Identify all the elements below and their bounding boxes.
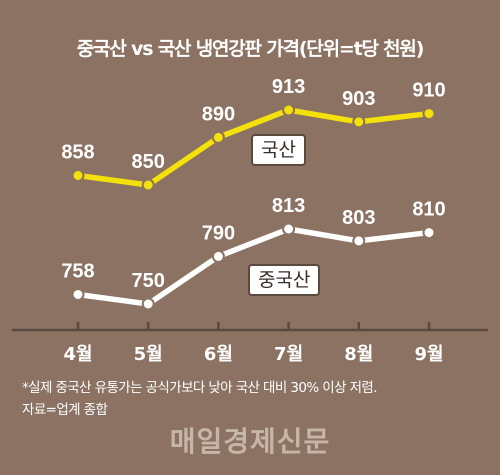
data-label: 790 <box>202 222 235 244</box>
data-point <box>71 168 85 182</box>
x-tick-label: 5월 <box>134 344 163 365</box>
footnote: *실제 중국산 유통가는 공식가보다 낮아 국산 대비 30% 이상 저렴. <box>22 380 378 396</box>
source-note: 자료=업계 종합 <box>22 402 108 418</box>
x-tick-label: 4월 <box>63 344 92 365</box>
data-point <box>282 103 296 117</box>
data-point <box>422 107 436 121</box>
data-label: 850 <box>132 151 165 173</box>
data-label: 803 <box>342 207 375 229</box>
data-point <box>422 226 436 240</box>
x-tick-label: 6월 <box>204 344 233 365</box>
data-point <box>352 234 366 248</box>
publisher-credit: 매일경제신문 <box>169 425 331 458</box>
data-point <box>211 130 225 144</box>
x-tick-label: 7월 <box>274 344 303 365</box>
series-line-0 <box>77 107 430 188</box>
series-layer: 858 850 890 913 903 910 758 750 790 813 803 810 <box>61 76 446 311</box>
x-tick-label: 9월 <box>414 344 443 365</box>
series-label-chinese: 중국산 <box>248 264 321 296</box>
data-label: 810 <box>412 199 445 221</box>
data-point <box>282 222 296 236</box>
series-label-domestic: 국산 <box>251 134 306 166</box>
data-point <box>211 249 225 263</box>
data-label: 910 <box>412 80 445 102</box>
data-point <box>141 297 155 311</box>
x-axis-ticks: 4월 5월 6월 7월 8월 9월 <box>63 322 444 365</box>
data-label: 913 <box>272 76 305 98</box>
data-label: 890 <box>202 103 235 125</box>
data-label: 750 <box>132 270 165 292</box>
data-label: 758 <box>61 260 94 282</box>
data-label: 903 <box>342 88 375 110</box>
x-tick-label: 8월 <box>344 344 373 365</box>
data-point <box>352 115 366 129</box>
data-label: 858 <box>61 141 94 163</box>
data-label: 813 <box>272 195 305 217</box>
data-point <box>141 178 155 192</box>
series-line-1 <box>77 226 430 307</box>
chart-title: 중국산 vs 국산 냉연강판 가격(단위=t당 천원) <box>76 38 425 60</box>
data-point <box>71 287 85 301</box>
